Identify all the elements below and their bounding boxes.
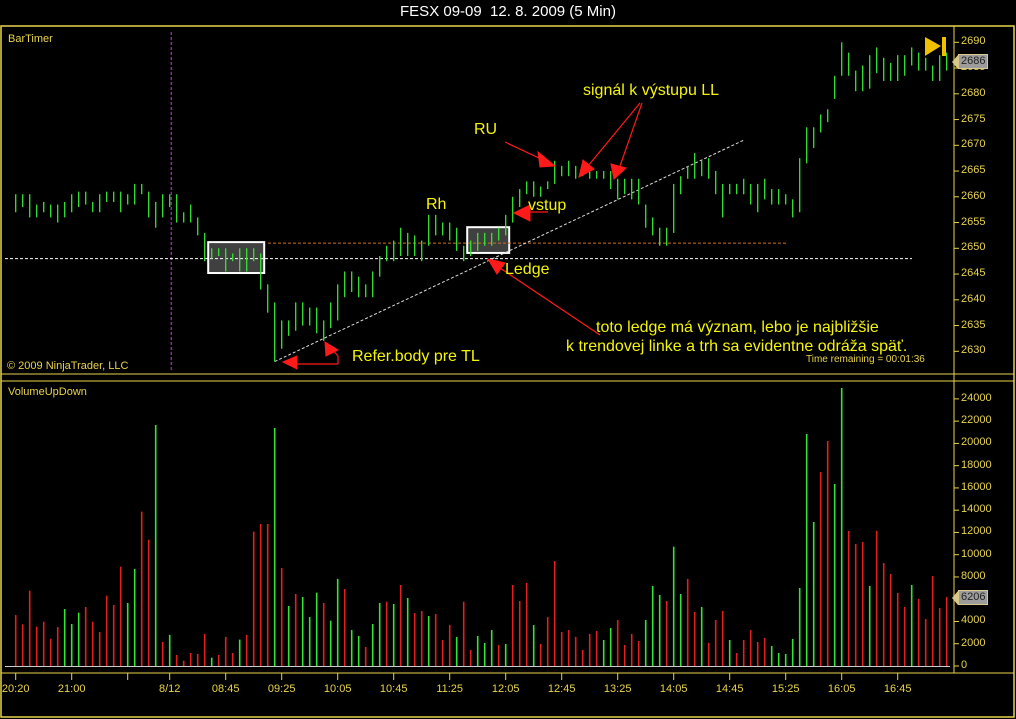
volume-tick-label: 8000 [961, 569, 986, 582]
highlight-box-1 [207, 241, 266, 275]
time-tick-label: 14:45 [715, 683, 744, 695]
time-tick-label: 10:05 [323, 683, 352, 695]
volume-tick-label: 12000 [961, 525, 992, 538]
price-tick-label: 2645 [961, 267, 986, 280]
annotation-vstup: vstup [528, 197, 567, 214]
arrowhead-refer-2 [281, 355, 298, 370]
annotation-rh: Rh [426, 196, 447, 213]
volume-tick-label: 4000 [961, 614, 986, 627]
arrow-ru [504, 141, 544, 161]
price-tick-label: 2675 [961, 112, 986, 125]
arrow-ledge [499, 267, 601, 336]
bartimer-label: BarTimer [8, 33, 53, 45]
time-tick-label: 20:20 [1, 683, 30, 695]
price-tick-label: 2650 [961, 241, 986, 254]
time-tick-label: 21:00 [57, 683, 86, 695]
annotation-ledge: Ledge [505, 261, 550, 278]
play-to-end-icon[interactable] [925, 37, 946, 56]
annotation-note-line2: k trendovej linke a trh sa evidentne odr… [566, 338, 908, 355]
price-tick-label: 2660 [961, 189, 986, 202]
time-remaining-label: Time remaining = 00:01:36 [806, 354, 925, 365]
last-volume-badge: 6206 [951, 590, 989, 605]
volume-tick-label: 16000 [961, 480, 992, 493]
arrowhead-vstup [512, 204, 531, 222]
annotation-note-line1: toto ledge má význam, lebo je najbližšie [596, 319, 879, 336]
price-tick-label: 2670 [961, 138, 986, 151]
price-tick-label: 2680 [961, 86, 986, 99]
chart-frame [0, 25, 1015, 718]
arrowhead-ledge [486, 258, 506, 275]
trend-line [274, 139, 744, 363]
time-tick-label: 08:45 [211, 683, 240, 695]
highlight-box-2 [466, 226, 511, 254]
arrow-signal-2 [619, 102, 643, 167]
volume-tick-label: 22000 [961, 414, 992, 427]
time-tick-label: 8/12 [158, 683, 181, 695]
volume-tick-label: 2000 [961, 636, 986, 649]
volume-tick-label: 0 [961, 659, 968, 671]
time-tick-label: 15:25 [771, 683, 800, 695]
price-tick-label: 2630 [961, 344, 986, 357]
volume-indicator-label: VolumeUpDown [8, 386, 87, 398]
price-tick-label: 2640 [961, 292, 986, 305]
time-tick-label: 10:45 [379, 683, 408, 695]
price-tick-label: 2655 [961, 215, 986, 228]
time-tick-label: 13:25 [603, 683, 632, 695]
annotation-refer: Refer.body pre TL [352, 348, 480, 365]
volume-tick-label: 24000 [961, 391, 992, 404]
time-tick-label: 09:25 [267, 683, 296, 695]
arrowhead-refer-1 [324, 341, 340, 357]
annotation-arrows [281, 102, 643, 370]
time-tick-label: 16:05 [827, 683, 856, 695]
volume-tick-label: 10000 [961, 547, 992, 560]
arrowhead-signal-1 [578, 159, 595, 178]
volume-tick-label: 14000 [961, 503, 992, 516]
price-tick-label: 2665 [961, 164, 986, 177]
time-tick-label: 11:25 [436, 683, 464, 695]
copyright-label: © 2009 NinjaTrader, LLC [7, 360, 129, 372]
volume-tick-label: 20000 [961, 436, 992, 449]
window-title: FESX 09-09 12. 8. 2009 (5 Min) [400, 3, 616, 20]
time-tick-label: 14:05 [659, 683, 688, 695]
arrow-signal-1 [587, 102, 641, 167]
annotation-signal: signál k výstupu LL [583, 82, 720, 99]
price-tick-label: 2635 [961, 318, 986, 331]
arrowhead-signal-2 [610, 163, 628, 180]
arrowhead-ru [537, 150, 557, 168]
time-tick-label: 16:45 [883, 683, 912, 695]
time-tick-label: 12:05 [491, 683, 520, 695]
annotation-ru: RU [474, 121, 498, 138]
volume-tick-label: 18000 [961, 458, 992, 471]
last-price-badge: 2686 [951, 54, 989, 69]
price-tick-label: 2690 [961, 35, 986, 48]
time-tick-label: 12:45 [547, 683, 576, 695]
